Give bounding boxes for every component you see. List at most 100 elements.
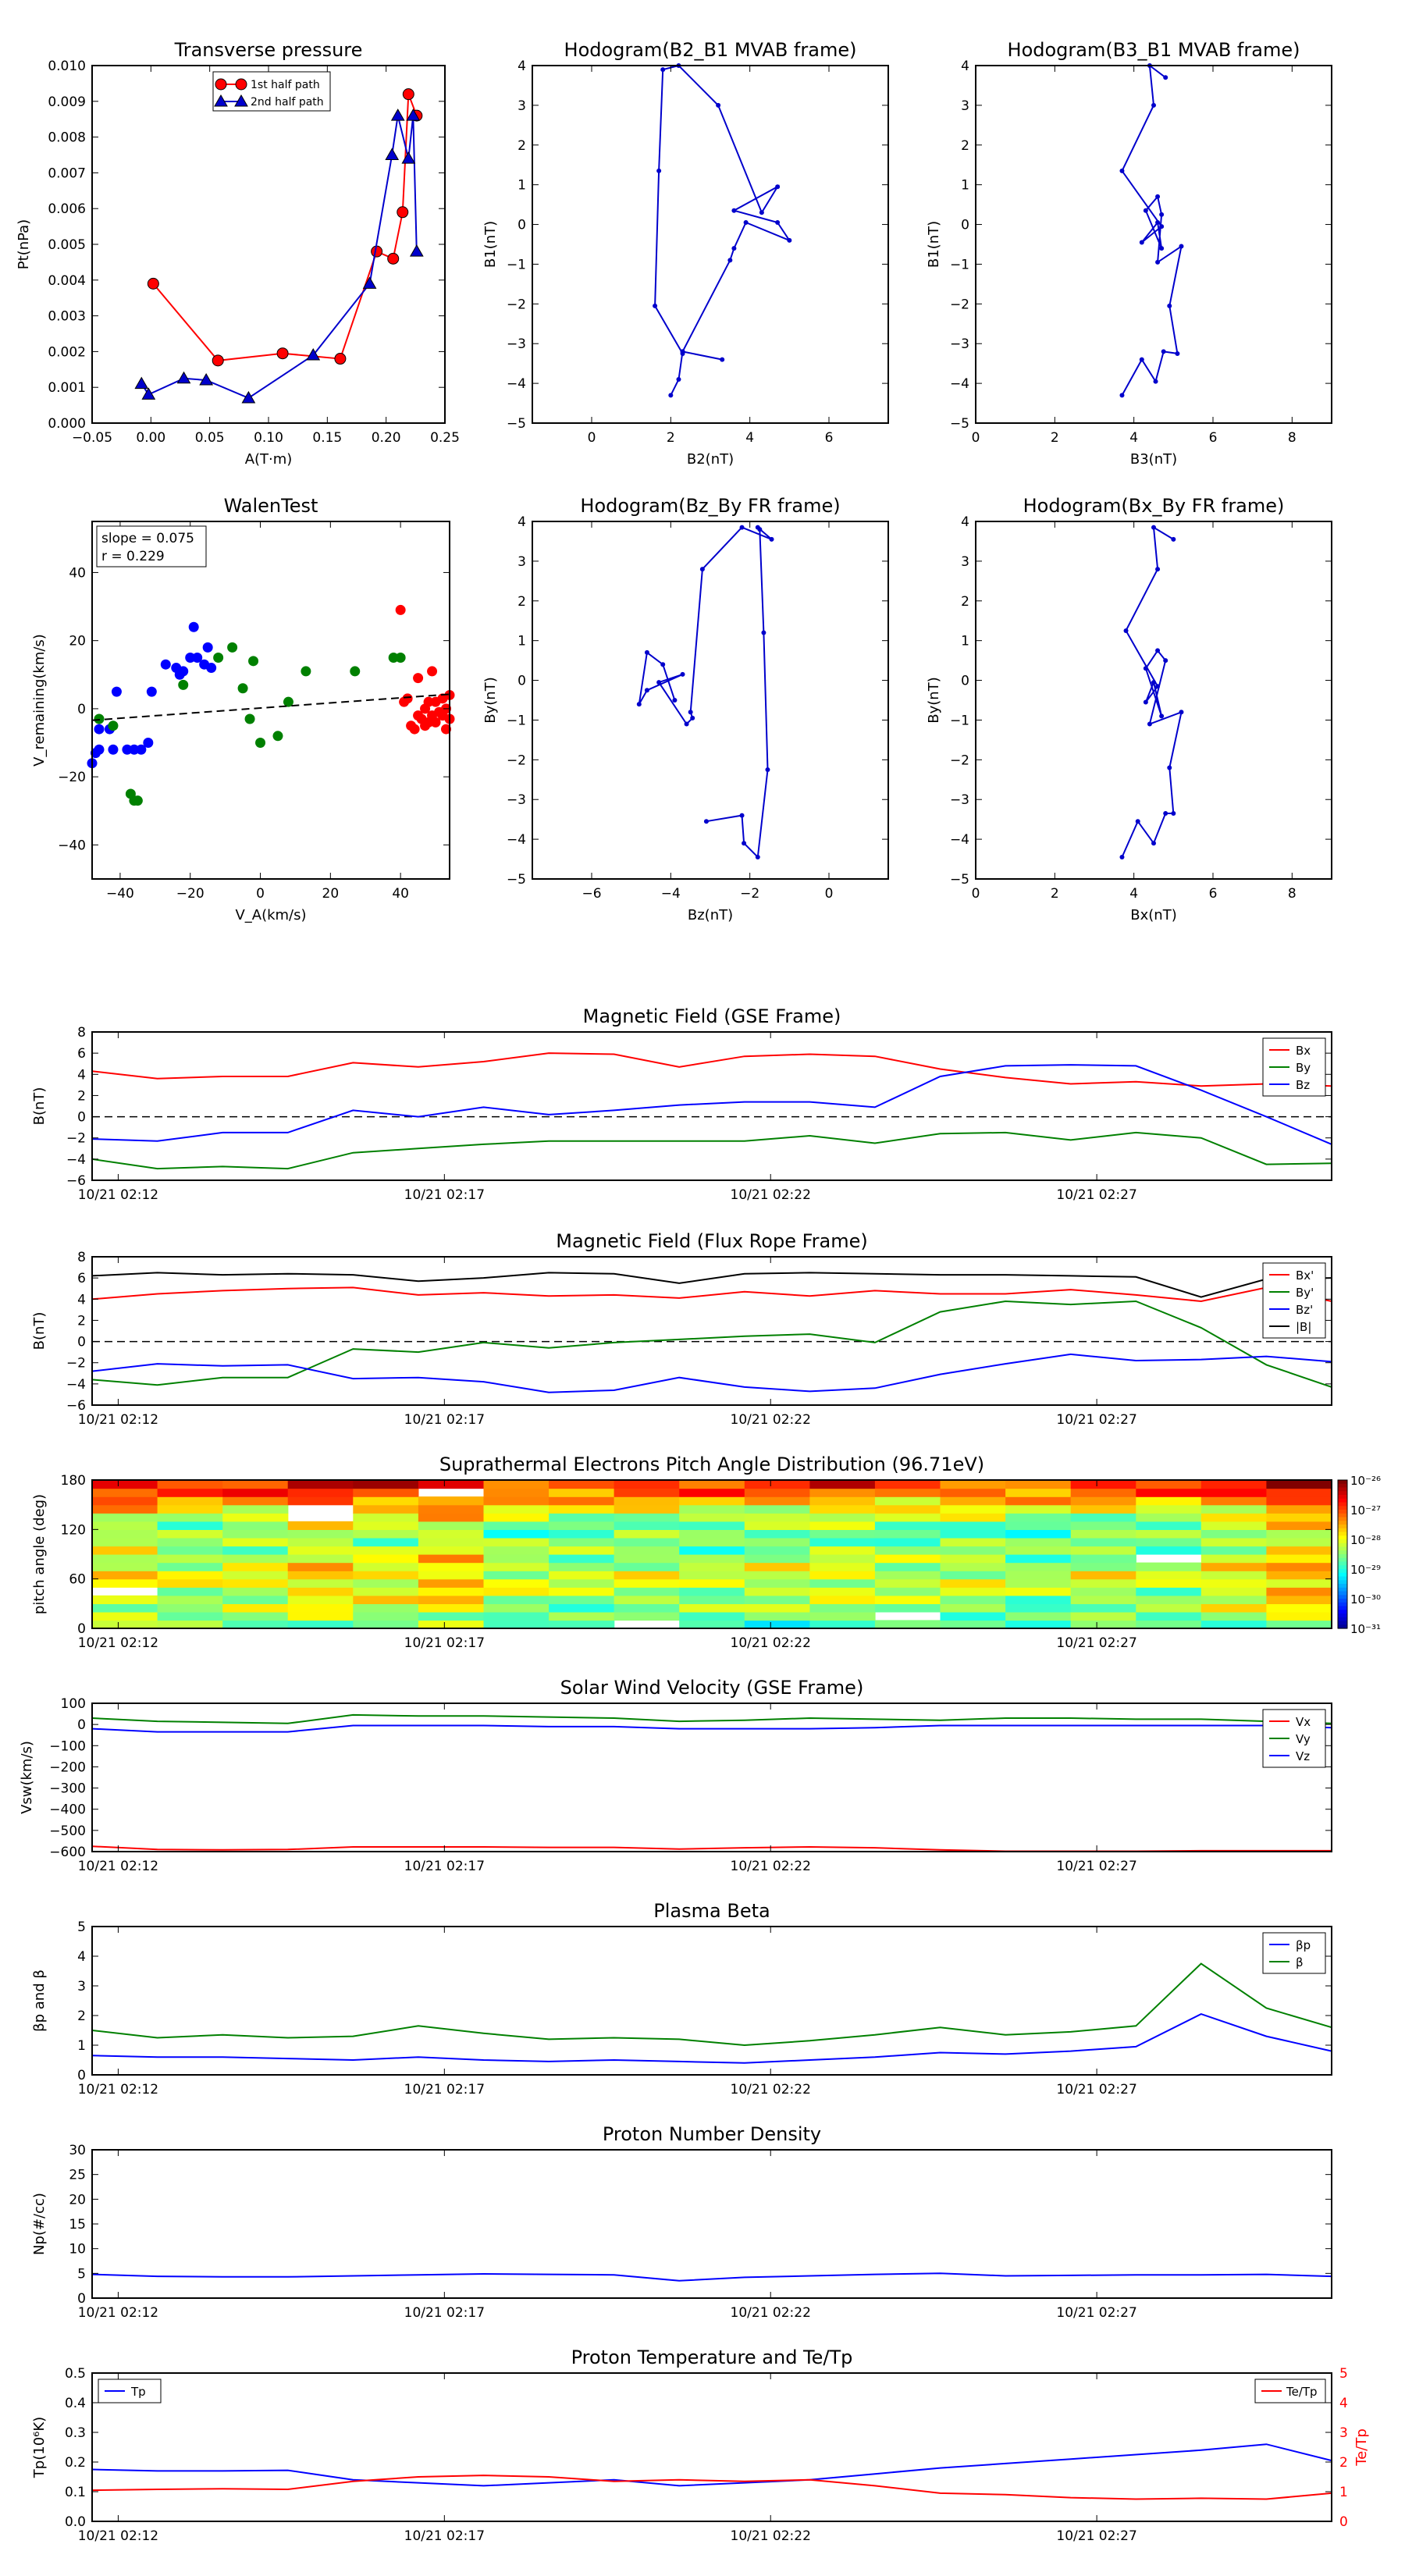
- h1-ytick-label: −3: [507, 336, 526, 352]
- pad-cell: [549, 1529, 615, 1539]
- pad-cell: [1005, 1571, 1072, 1580]
- pad-cell: [940, 1488, 1006, 1497]
- mag_fr-ylabel: B(nT): [31, 1312, 48, 1350]
- pad-cell: [1005, 1611, 1072, 1621]
- pad-cell: [483, 1546, 550, 1555]
- pad-cell: [940, 1571, 1006, 1580]
- pad-cell: [92, 1611, 158, 1621]
- tp-legend-marker: [214, 94, 228, 107]
- h2-ytick-label: −2: [950, 297, 969, 312]
- h1-point: [660, 67, 666, 73]
- pad-cell: [157, 1546, 223, 1555]
- tp-point: [387, 252, 400, 265]
- pad-colorbar-label: 10⁻³⁰: [1350, 1592, 1381, 1606]
- pad-ytick-label: 60: [69, 1572, 86, 1588]
- np-xtick-label: 10/21 02:27: [1056, 2305, 1136, 2321]
- walen-fit-line: [91, 693, 450, 721]
- h4-ytick-label: 0: [961, 674, 969, 689]
- mag_fr-series-Bz-line: [91, 1353, 1332, 1393]
- pad-colorbar-segment: [1338, 1617, 1347, 1622]
- h1-point: [743, 220, 749, 226]
- pad-cell: [809, 1480, 876, 1489]
- h1-point: [680, 349, 685, 354]
- mag_fr-xtick-label: 10/21 02:12: [78, 1412, 158, 1428]
- tp-ytick-label: 0.000: [48, 416, 86, 432]
- pad-cell: [92, 1488, 158, 1497]
- mag_gse-ytick-label: 2: [77, 1088, 86, 1104]
- np-ytick-label: 30: [69, 2143, 86, 2158]
- h4-point: [1151, 525, 1156, 530]
- pad-cell: [1266, 1595, 1332, 1604]
- vsw-ytick-label: −300: [49, 1781, 86, 1797]
- pad-cell: [353, 1488, 419, 1497]
- pad-cell: [222, 1529, 289, 1539]
- pad-colorbar-segment: [1338, 1483, 1347, 1489]
- pad-cell: [353, 1529, 419, 1539]
- mag_gse-xtick-label: 10/21 02:17: [404, 1187, 485, 1203]
- pad-cell: [287, 1571, 354, 1580]
- tp-point: [397, 206, 409, 219]
- pad-cell: [809, 1521, 876, 1530]
- pad-cell: [1136, 1611, 1202, 1621]
- tp-point: [402, 88, 414, 101]
- pad-cell: [222, 1546, 289, 1555]
- tp_temp-xtick-label: 10/21 02:27: [1056, 2528, 1136, 2544]
- beta-ytick-label: 2: [77, 2008, 86, 2024]
- pad-cell: [353, 1620, 419, 1629]
- pad-cell: [1005, 1595, 1072, 1604]
- h3-xtick-label: −4: [661, 886, 681, 902]
- pad-cell: [549, 1496, 615, 1506]
- h2-point: [1155, 259, 1161, 265]
- h2-ytick-label: −5: [950, 416, 969, 432]
- walen-point-blue: [129, 744, 140, 755]
- pad-cell: [679, 1546, 745, 1555]
- pad-cell: [353, 1480, 419, 1489]
- walen-point-blue: [188, 621, 199, 632]
- pad-cell: [1266, 1546, 1332, 1555]
- h4-point: [1147, 721, 1152, 727]
- tp_temp-axes: Proton Temperature and Te/Tp 10/21 02:12 1…: [31, 2347, 1137, 2544]
- beta-frame: [91, 1926, 1332, 2076]
- pad-cell: [874, 1521, 941, 1530]
- pad-cell: [744, 1562, 810, 1571]
- pad-cell: [418, 1587, 485, 1596]
- pad-cell: [940, 1562, 1006, 1571]
- pad-cell: [744, 1595, 810, 1604]
- tp_temp-ytick-label: 0.3: [65, 2425, 86, 2441]
- walen-annotation-box: [96, 525, 207, 568]
- pad-cell: [222, 1611, 289, 1621]
- walen-point-green: [283, 696, 293, 707]
- h4-point: [1163, 658, 1168, 664]
- pad-cell: [809, 1595, 876, 1604]
- pad-colorbar-segment: [1338, 1614, 1347, 1618]
- pad-cell: [679, 1537, 745, 1547]
- h4-point: [1119, 855, 1125, 860]
- vsw-ytick-label: 100: [61, 1696, 86, 1712]
- pad-colorbar-segment: [1338, 1480, 1347, 1485]
- pad-cell: [614, 1611, 680, 1621]
- h4-axes: Hodogram(Bx_By FR frame) 0 2 4 6 8 −5 −4 −3 −2 −1 0…: [926, 495, 1332, 923]
- pad-colorbar-label: 10⁻³¹: [1350, 1622, 1381, 1636]
- pad-cell: [679, 1488, 745, 1497]
- tp-xtick-label: 0.20: [372, 430, 401, 446]
- pad-cell: [1200, 1521, 1267, 1530]
- pad-cell: [483, 1571, 550, 1580]
- np-xtick-label: 10/21 02:17: [404, 2305, 485, 2321]
- tp-legend-marker: [235, 78, 247, 91]
- pad-cell: [1200, 1546, 1267, 1555]
- h4-point: [1143, 699, 1148, 705]
- beta-legend-label: β: [1296, 1955, 1304, 1969]
- h4-xtick-label: 8: [1288, 886, 1297, 902]
- tp_temp-ytick-right-label: 2: [1339, 2455, 1348, 2471]
- np-plot: [91, 2272, 1332, 2282]
- walen-xtick-label: 0: [256, 886, 265, 902]
- pad-cell: [874, 1513, 941, 1522]
- pad-cell: [1070, 1546, 1136, 1555]
- pad-cell: [874, 1571, 941, 1580]
- h1-ytick-label: −1: [507, 257, 526, 272]
- h2-point: [1155, 194, 1161, 199]
- mag_gse-frame: [91, 1031, 1332, 1181]
- pad-cell: [1070, 1480, 1136, 1489]
- pad-cell: [1266, 1529, 1332, 1539]
- h2-xtick-label: 4: [1129, 430, 1138, 446]
